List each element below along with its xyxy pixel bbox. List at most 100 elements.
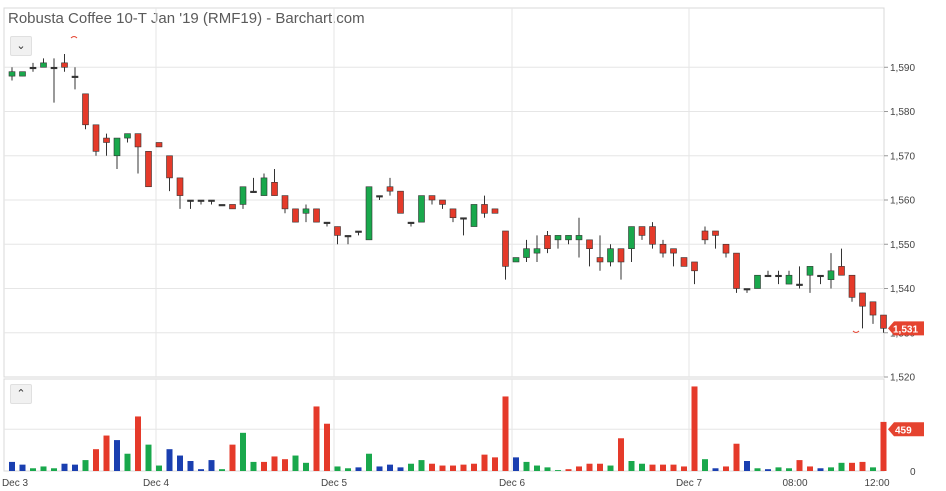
candle-body bbox=[334, 226, 341, 236]
volume-bar bbox=[681, 466, 687, 471]
candle-body bbox=[859, 292, 866, 307]
volume-bar bbox=[51, 468, 57, 471]
candle-body bbox=[250, 190, 257, 193]
volume-bar bbox=[345, 468, 351, 471]
volume-bar bbox=[765, 469, 771, 471]
candle-body bbox=[302, 208, 310, 214]
volume-bar bbox=[649, 464, 656, 471]
volume-bar bbox=[796, 460, 803, 471]
y-tick-label: 1,540 bbox=[890, 284, 915, 295]
volume-bar bbox=[418, 460, 425, 471]
candle-body bbox=[218, 204, 226, 207]
volume-bar bbox=[9, 461, 15, 471]
volume-bar bbox=[282, 459, 288, 471]
volume-bar bbox=[702, 459, 708, 471]
candle-body bbox=[670, 248, 677, 254]
y-tick-label: 1,520 bbox=[890, 373, 915, 384]
volume-bar bbox=[439, 465, 446, 471]
last-price-badge bbox=[888, 321, 924, 336]
volume-bar bbox=[670, 464, 677, 471]
low-marker bbox=[852, 330, 860, 333]
volume-bar bbox=[586, 463, 593, 471]
collapse-volume-chevron-icon[interactable]: ⌃ bbox=[10, 384, 32, 404]
x-tick-label: Dec 7 bbox=[676, 478, 703, 489]
x-tick-label: 12:00 bbox=[864, 478, 889, 489]
high-marker bbox=[70, 36, 78, 39]
y-tick-label: 1,570 bbox=[890, 151, 915, 162]
candle-body bbox=[502, 230, 509, 267]
volume-bar bbox=[334, 466, 341, 471]
volume-bar bbox=[387, 464, 393, 471]
y-tick-label: 1,550 bbox=[890, 240, 915, 251]
candle-body bbox=[239, 186, 247, 205]
candle-body bbox=[197, 199, 205, 202]
volume-bar bbox=[775, 467, 782, 471]
volume-bar bbox=[723, 466, 729, 471]
volume-bar bbox=[576, 466, 582, 471]
volume-bar bbox=[198, 469, 204, 471]
candle-body bbox=[880, 314, 887, 329]
volume-bar bbox=[177, 455, 183, 471]
candle-body bbox=[806, 266, 814, 276]
candle-body bbox=[512, 257, 520, 263]
candle-body bbox=[481, 204, 488, 214]
candle-body bbox=[323, 221, 331, 224]
volume-bar bbox=[429, 463, 435, 471]
volume-bar bbox=[880, 421, 887, 471]
y-tick-label: 1,590 bbox=[890, 63, 915, 74]
volume-bar bbox=[324, 423, 330, 471]
volume-bar bbox=[366, 453, 372, 471]
price-panel-border bbox=[3, 7, 885, 378]
candle-body bbox=[617, 248, 625, 263]
volume-bar bbox=[166, 449, 173, 471]
volume-bar bbox=[628, 461, 635, 471]
candle-body bbox=[722, 243, 730, 254]
volume-bar bbox=[534, 465, 540, 471]
candle-body bbox=[29, 66, 37, 70]
volume-bar bbox=[544, 467, 551, 471]
volume-bar bbox=[82, 460, 89, 471]
volume-bar bbox=[355, 467, 362, 471]
candle-body bbox=[460, 217, 467, 220]
volume-bar bbox=[72, 464, 78, 471]
volume-bar bbox=[492, 457, 498, 471]
volume-tick-label: 0 bbox=[910, 467, 916, 478]
collapse-price-chevron-icon[interactable]: ⌄ bbox=[10, 36, 32, 56]
volume-bar bbox=[471, 463, 477, 471]
candle-body bbox=[775, 274, 782, 278]
candle-body bbox=[82, 93, 89, 126]
candle-body bbox=[50, 66, 58, 70]
candle-body bbox=[449, 208, 457, 219]
last-volume-badge bbox=[888, 422, 924, 437]
volume-bar bbox=[292, 455, 299, 471]
candle-body bbox=[764, 274, 772, 278]
volume-bar bbox=[61, 463, 68, 471]
volume-bar bbox=[817, 468, 824, 471]
candle-body bbox=[827, 270, 835, 280]
volume-bar bbox=[303, 462, 309, 471]
volume-bar bbox=[618, 438, 624, 471]
volume-bar bbox=[93, 449, 99, 471]
candle-body bbox=[407, 221, 415, 224]
candle-body bbox=[523, 248, 530, 258]
volume-bar bbox=[187, 461, 194, 471]
volume-bar bbox=[240, 432, 246, 471]
volume-bar bbox=[733, 443, 740, 471]
volume-bar bbox=[19, 464, 26, 471]
candle-body bbox=[271, 182, 278, 196]
volume-bar bbox=[450, 465, 456, 471]
volume-bar bbox=[124, 453, 131, 471]
candle-body bbox=[869, 301, 877, 316]
candle-body bbox=[61, 62, 68, 68]
candle-body bbox=[19, 71, 26, 77]
candle-body bbox=[649, 226, 656, 245]
x-tick-label: Dec 5 bbox=[321, 478, 348, 489]
volume-bar bbox=[513, 457, 519, 471]
volume-bar bbox=[565, 469, 572, 471]
volume-bar bbox=[219, 469, 225, 471]
last-price-label: 1,531 bbox=[893, 324, 918, 335]
volume-bar bbox=[135, 416, 141, 471]
candle-body bbox=[785, 274, 793, 285]
candle-body bbox=[817, 274, 824, 278]
